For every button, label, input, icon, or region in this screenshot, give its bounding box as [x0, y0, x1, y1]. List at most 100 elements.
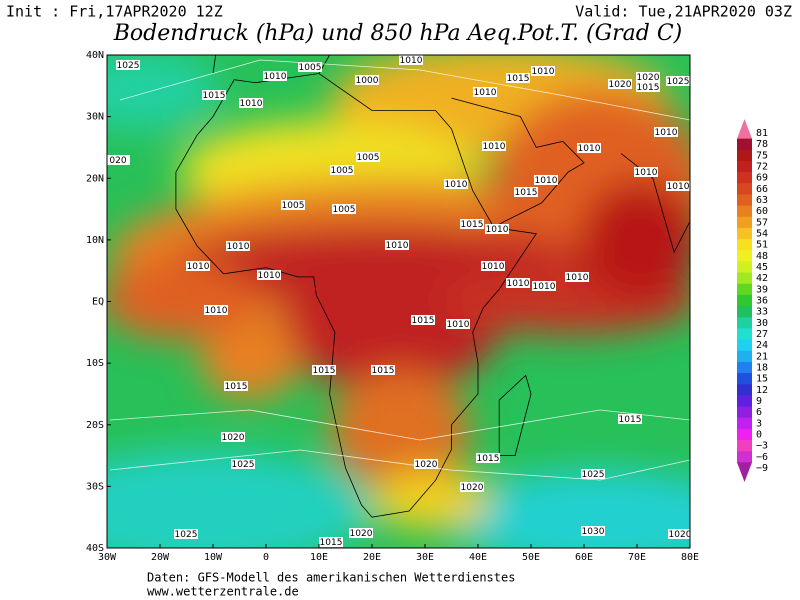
lat-label: 20S — [86, 420, 104, 431]
isobar-label: 1010 — [205, 306, 228, 316]
lon-label: 10E — [310, 552, 328, 563]
colorbar-cell — [737, 395, 752, 408]
colorbar-cell — [737, 205, 752, 218]
isobar-label: 1010 — [400, 56, 423, 66]
colorbar-cell — [737, 339, 752, 352]
colorbar-cell — [737, 328, 752, 341]
lat-label: 40S — [86, 543, 104, 554]
isobar-label-bg — [231, 459, 255, 469]
isobar-label: 1015 — [477, 454, 500, 464]
isobar-label: 1010 — [227, 242, 250, 252]
lon-label: 50E — [522, 552, 540, 563]
colorbar-label: 3 — [756, 418, 762, 429]
init-time: Init : Fri,17APR2020 12Z — [6, 3, 223, 21]
colorbar-cell — [737, 373, 752, 385]
isobar-label-bg — [608, 79, 632, 89]
colorbar-cell — [737, 160, 752, 173]
isobar-label-bg — [532, 281, 556, 291]
isobar-label-bg — [534, 175, 558, 185]
colorbar-cell — [737, 183, 752, 195]
colorbar-cell — [737, 227, 752, 240]
isobar-label-bg — [186, 261, 210, 271]
isobar-label-bg — [385, 240, 409, 250]
colorbar-cell — [737, 194, 752, 207]
colorbar-label: 54 — [756, 229, 768, 240]
colorbar-cell — [737, 149, 752, 162]
colorbar-cell — [737, 261, 752, 274]
isobar-label-bg — [224, 381, 248, 391]
lat-label: 20N — [86, 173, 104, 184]
colorbar-label: 81 — [756, 128, 768, 139]
isobar-line — [109, 449, 690, 481]
isobar-label: 1020 — [637, 73, 660, 83]
lat-label: 10S — [86, 358, 104, 369]
isobar-label-bg — [298, 62, 322, 72]
isobar-label: 1010 — [533, 282, 556, 292]
isobar-label-bg — [654, 127, 678, 137]
colorbar-label: 36 — [756, 296, 768, 307]
isobar-label: 1010 — [482, 262, 505, 272]
isobar-label-bg — [107, 155, 130, 165]
isobar-label: 1025 — [175, 530, 198, 540]
isobar-label-bg — [460, 219, 484, 229]
isobar-label-bg — [565, 272, 589, 282]
colorbar-label: 39 — [756, 284, 768, 295]
colorbar-label: −9 — [756, 463, 768, 474]
isobar-label: 1005 — [333, 205, 356, 215]
isobar-label: 1015 — [412, 316, 435, 326]
isobar-label-bg — [581, 469, 605, 479]
colorbar-cell — [737, 283, 752, 296]
isobar-label-bg — [371, 365, 395, 375]
isobar-label: 1020 — [461, 483, 484, 493]
isobar-label-bg — [202, 90, 226, 100]
isobar-label: 1025 — [117, 61, 140, 71]
isobar-label: 1010 — [187, 262, 210, 272]
isobar-label: 1010 — [258, 271, 281, 281]
colorbar-cell — [737, 417, 752, 430]
isobar-label-bg — [221, 432, 245, 442]
lat-label: 10N — [86, 235, 104, 246]
isobar-label: 1010 — [486, 225, 509, 235]
isobar-label-bg — [349, 528, 373, 538]
colorbar-label: 72 — [756, 162, 768, 173]
isobar-label-bg — [485, 224, 509, 234]
isobar-label: 1020 — [669, 530, 692, 540]
colorbar-label: 63 — [756, 195, 768, 206]
isobar-label: 1015 — [372, 366, 395, 376]
colorbar-label: 75 — [756, 150, 768, 161]
isobar-label: 1015 — [225, 382, 248, 392]
colorbar-cell — [737, 306, 752, 318]
isobar-label-bg — [531, 66, 555, 76]
isobar-label: 1010 — [447, 320, 470, 330]
isobar-label-bg — [634, 167, 658, 177]
isobar-label: 1005 — [282, 201, 305, 211]
isobar-label: 1030 — [582, 527, 605, 537]
isobar-label: 1015 — [507, 74, 530, 84]
field-blobs — [107, 55, 690, 548]
colorbar-cell — [737, 384, 752, 396]
colorbar-cell — [737, 451, 752, 463]
isobar-label-bg — [577, 143, 601, 153]
isobar-label-bg — [460, 482, 484, 492]
colorbar-label: 21 — [756, 351, 768, 362]
isobar-label-bg — [356, 152, 380, 162]
isobar-label: 1010 — [507, 279, 530, 289]
isobar-label: 1020 — [415, 460, 438, 470]
lon-label: 80E — [681, 552, 699, 563]
colorbar-cell — [737, 350, 752, 363]
isobar-label-bg — [481, 261, 505, 271]
colorbar-cell — [737, 272, 752, 285]
isobar-label: 1010 — [445, 180, 468, 190]
colorbar-cell — [737, 440, 752, 452]
isobar-label-bg — [281, 200, 305, 210]
lon-label: 10W — [204, 552, 223, 563]
lon-label: 20W — [151, 552, 170, 563]
isobar-label-bg — [581, 526, 605, 536]
isobar-label: 1010 — [386, 241, 409, 251]
isobar-label-bg — [668, 529, 690, 539]
isobar-label: 1020 — [609, 80, 632, 90]
isobar-label-bg — [239, 98, 263, 108]
isobar-label: 1010 — [578, 144, 601, 154]
isobar-label-bg — [399, 55, 423, 65]
